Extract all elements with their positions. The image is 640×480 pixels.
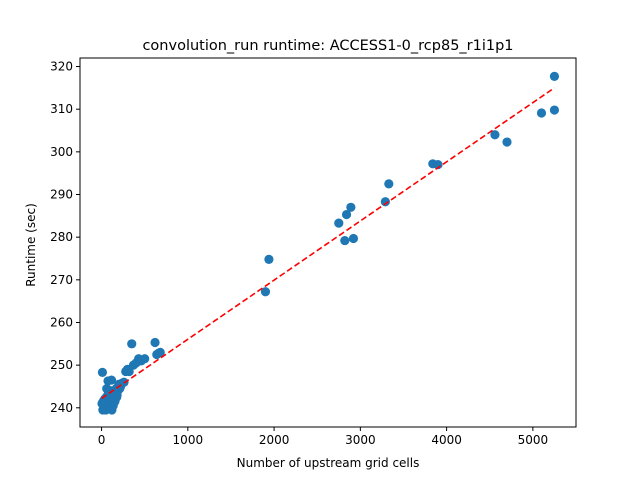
chart-title: convolution_run runtime: ACCESS1-0_rcp85…: [142, 38, 513, 54]
fit-line: [101, 87, 555, 400]
y-tick-label: 270: [50, 273, 73, 287]
data-point: [340, 235, 350, 246]
y-tick-label: 280: [50, 230, 73, 244]
data-point: [260, 287, 271, 297]
x-tick-label: 3000: [345, 433, 376, 447]
data-point: [549, 105, 560, 115]
y-tick-label: 300: [50, 145, 73, 159]
x-tick-label: 4000: [431, 433, 462, 447]
data-point: [490, 130, 500, 140]
y-tick-label: 310: [50, 102, 73, 116]
data-points: [97, 71, 560, 415]
y-tick-label: 320: [50, 60, 73, 74]
x-tick-label: 1000: [173, 433, 204, 447]
data-point: [264, 254, 274, 264]
data-point: [127, 339, 137, 349]
x-axis-label: Number of upstream grid cells: [237, 456, 420, 470]
data-point: [106, 375, 117, 385]
data-point: [140, 354, 150, 364]
data-point: [536, 108, 547, 118]
data-point: [384, 179, 394, 189]
data-point: [348, 233, 359, 244]
data-point: [346, 202, 356, 212]
y-tick-label: 250: [50, 358, 73, 372]
data-point: [334, 218, 344, 228]
data-point: [380, 197, 390, 207]
data-point: [155, 347, 165, 357]
y-axis-label: Runtime (sec): [24, 203, 38, 287]
data-point: [97, 367, 108, 377]
data-point: [502, 137, 512, 147]
data-point: [549, 71, 560, 81]
data-point: [150, 337, 160, 348]
y-tick-label: 260: [50, 315, 73, 329]
axes-frame: [79, 57, 577, 428]
x-tick-label: 2000: [259, 433, 290, 447]
y-tick-label: 290: [50, 188, 73, 202]
x-axis-ticks: 0 1000 2000 3000 4000 5000: [98, 427, 548, 447]
data-point: [341, 209, 352, 220]
x-tick-label: 5000: [518, 433, 549, 447]
y-axis-ticks: 240 250 260 270 280 290 300 310 320: [50, 60, 80, 415]
fit-line-group: [101, 87, 555, 400]
x-tick-label: 0: [98, 433, 106, 447]
y-tick-label: 240: [50, 401, 73, 415]
